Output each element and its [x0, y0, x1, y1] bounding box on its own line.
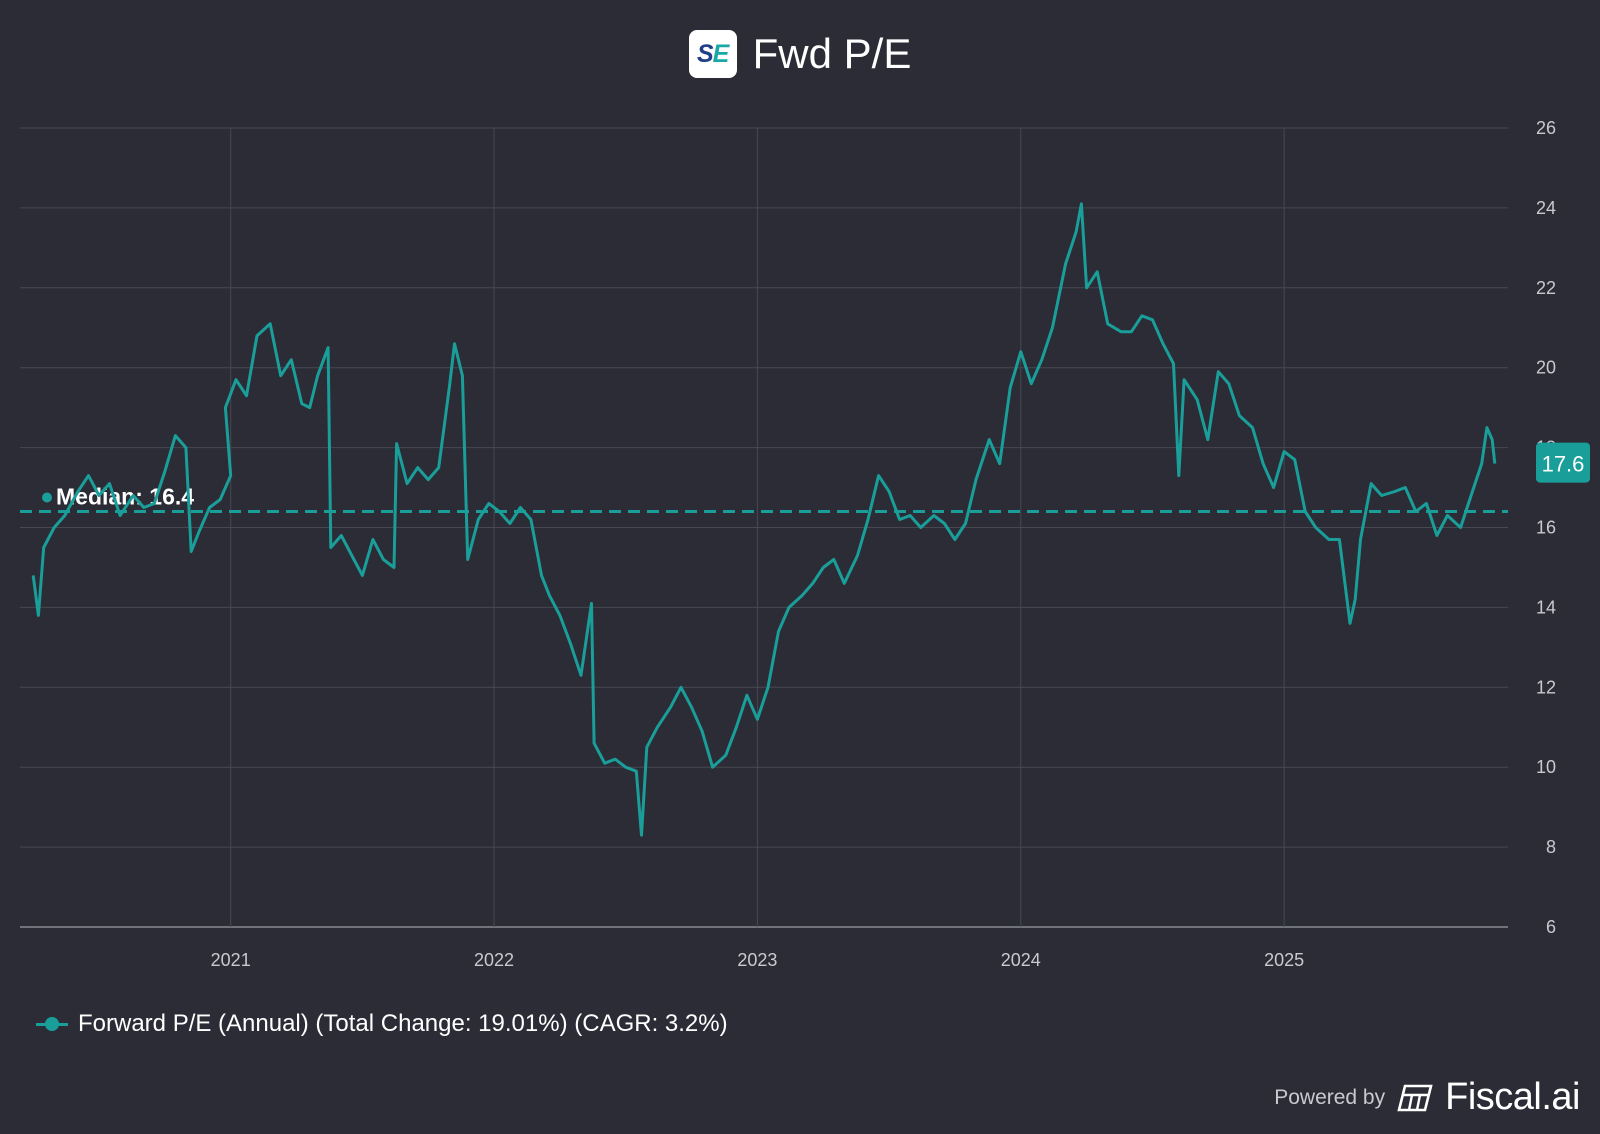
x-tick-label: 2021: [211, 950, 251, 970]
grid-lines: [20, 127, 1508, 928]
x-tick-label: 2024: [1001, 950, 1041, 970]
y-tick-label: 20: [1536, 358, 1556, 378]
x-tick-label: 2023: [737, 950, 777, 970]
fiscal-logo-icon: [1397, 1084, 1433, 1111]
y-tick-label: 14: [1536, 597, 1556, 617]
axes: 6810121416182022242620212022202320242025: [211, 118, 1556, 970]
median-reference: Median: 16.4: [20, 484, 1508, 514]
logo-letter-e: E: [712, 39, 730, 68]
last-value-badge: [1536, 442, 1590, 483]
legend-label: Forward P/E (Annual) (Total Change: 19.0…: [78, 1010, 728, 1037]
y-tick-label: 10: [1536, 757, 1556, 777]
y-tick-label: 22: [1536, 278, 1556, 298]
chart-title: Fwd P/E: [752, 30, 912, 77]
last-value-label: 17.6: [1542, 452, 1585, 477]
y-tick-label: 24: [1536, 198, 1556, 218]
fiscal-brand: Fiscal.ai: [1445, 1076, 1580, 1118]
logo-letter-s: S: [696, 39, 714, 68]
x-tick-label: 2025: [1264, 950, 1304, 970]
value-labels: 17.6: [1536, 442, 1590, 483]
median-marker: [42, 492, 52, 503]
powered-by-text: Powered by: [1274, 1085, 1386, 1109]
y-tick-label: 12: [1536, 677, 1556, 697]
y-tick-label: 8: [1546, 837, 1556, 857]
y-tick-label: 6: [1546, 917, 1556, 937]
legend-swatch: [36, 1017, 68, 1031]
footer: Powered by Fiscal.ai: [1274, 1076, 1580, 1119]
legend[interactable]: Forward P/E (Annual) (Total Change: 19.0…: [36, 1010, 728, 1038]
series-line: [31, 202, 1497, 837]
y-tick-label: 16: [1536, 518, 1556, 538]
series-layer: [31, 202, 1497, 837]
x-tick-label: 2022: [474, 950, 514, 970]
y-tick-label: 26: [1536, 118, 1556, 138]
